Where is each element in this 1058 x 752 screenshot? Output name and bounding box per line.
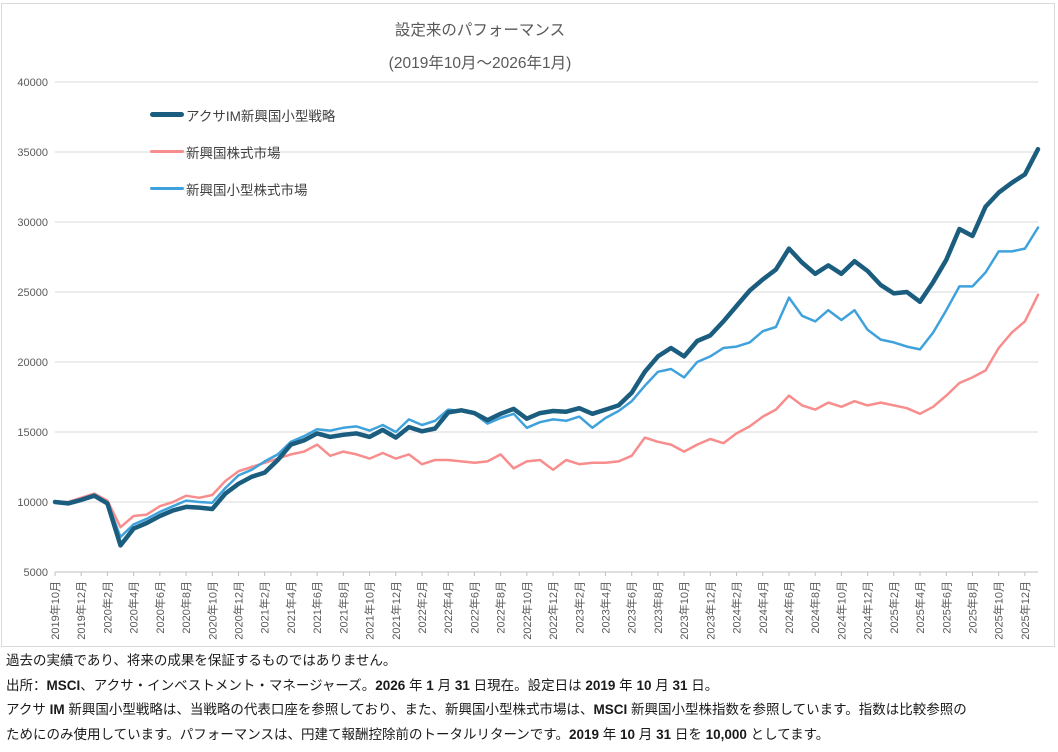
disclaimer-text: 、アクサ・インベストメント・マネージャーズ。 (80, 677, 376, 693)
disclaimer-text: 月 (651, 677, 673, 693)
disclaimer-line-4: ためにのみ使用しています。パフォーマンスは、円建て報酬控除前のトータルリターンで… (6, 723, 1054, 748)
chart-title-line2: (2019年10月～2026年1月) (388, 55, 572, 72)
disclaimer-bold-text: 2019 (568, 726, 599, 742)
x-axis-label: 2019年12月 (74, 581, 88, 640)
x-axis-label: 2025年4月 (913, 581, 927, 634)
chart-legend: アクサIM新興国小型戦略 新興国株式市場新興国小型株式市場 (150, 103, 335, 214)
x-axis-label: 2025年8月 (965, 581, 979, 634)
disclaimer-bold-text: 2026 (375, 677, 406, 693)
x-axis-label: 2020年12月 (231, 581, 245, 640)
legend-item-0: アクサIM新興国小型戦略 (150, 103, 335, 126)
disclaimer-text: 日現在。設定日は (469, 677, 586, 693)
x-axis-label: 2020年2月 (100, 581, 114, 634)
x-axis-label: 2023年2月 (572, 581, 586, 634)
x-axis-label: 2023年10月 (677, 581, 691, 640)
x-axis-label: 2024年12月 (861, 581, 875, 640)
disclaimer-line-3: アクサ IM 新興国小型戦略は、当戦略の代表口座を参照しており、また、新興国小型… (6, 698, 1054, 723)
disclaimer-bold-text: 10 (620, 726, 636, 742)
x-axis-label: 2021年6月 (310, 581, 324, 634)
x-axis-label: 2024年8月 (808, 581, 822, 634)
line-chart-canvas: 5000 10000 15000 20000 25000 30000 35000 40000 2… (17, 77, 1041, 640)
x-axis-label: 2021年4月 (284, 581, 298, 634)
disclaimer-line-2: 出所：MSCI、アクサ・インベストメント・マネージャーズ。2026 年 1 月 … (6, 674, 1054, 699)
y-axis-label: 35000 (17, 147, 48, 159)
disclaimer-line-1: 過去の実績であり、将来の成果を保証するものではありません。 (6, 649, 1054, 674)
disclaimer-text: ためにのみ使用しています。パフォーマンスは、円建て報酬控除前のトータルリターンで… (6, 726, 569, 742)
x-axis-label: 2022年8月 (494, 581, 508, 634)
disclaimer-bold-text: 1 (426, 677, 434, 693)
x-axis-label: 2022年6月 (467, 581, 481, 634)
x-axis-label: 2022年2月 (415, 581, 429, 634)
x-axis-label: 2021年8月 (336, 581, 350, 634)
x-axis-label: 2023年6月 (625, 581, 639, 634)
x-axis-label: 2022年12月 (546, 581, 560, 640)
disclaimer-bold-text: 10 (636, 677, 652, 693)
legend-item-1: 新興国株式市場 (150, 140, 335, 163)
x-axis-label: 2024年4月 (756, 581, 770, 634)
x-axis-label: 2021年2月 (258, 581, 272, 634)
y-axis-label: 25000 (17, 287, 48, 299)
disclaimer-text: 年 (405, 677, 427, 693)
x-axis-label: 2025年12月 (1018, 581, 1032, 640)
series-line-2 (53, 226, 1040, 539)
x-axis-label: 2020年6月 (153, 581, 167, 634)
x-axis-label: 2021年10月 (363, 581, 377, 640)
legend-line-swatch (150, 150, 184, 153)
disclaimer-text: 過去の実績であり、将来の成果を保証するものではありません。 (6, 653, 397, 668)
disclaimer-footer: 過去の実績であり、将来の成果を保証するものではありません。 出所：MSCI、アクサ… (6, 649, 1054, 747)
performance-chart: 5000 10000 15000 20000 25000 30000 35000 40000 2… (1, 3, 1055, 647)
x-axis-label: 2024年6月 (782, 581, 796, 634)
x-axis-label: 2019年10月 (48, 581, 62, 640)
disclaimer-text: 月 (635, 726, 657, 742)
disclaimer-text: 出所： (6, 677, 47, 693)
x-axis-label: 2020年4月 (127, 581, 141, 634)
y-axis-label: 20000 (17, 357, 48, 369)
legend-label: アクサIM新興国小型戦略 (186, 108, 336, 124)
series-line-0 (52, 146, 1041, 548)
x-axis-label: 2025年10月 (992, 581, 1006, 640)
disclaimer-text: 新興国小型戦略は、当戦略の代表口座を参照しており、また、新興国小型株式市場は、 (64, 702, 594, 718)
y-axis-label: 10000 (17, 497, 48, 509)
chart-title-line1: 設定来のパフォーマンス (394, 22, 566, 39)
legend-label: 新興国小型株式市場 (186, 182, 308, 198)
x-axis-label: 2022年10月 (520, 581, 534, 640)
disclaimer-bold-text: 31 (454, 677, 470, 693)
disclaimer-text: アクサ (6, 702, 50, 718)
disclaimer-bold-text: 2019 (585, 677, 616, 693)
x-axis-label: 2024年2月 (730, 581, 744, 634)
x-axis-label: 2022年4月 (441, 581, 455, 634)
disclaimer-bold-text: MSCI (46, 677, 81, 693)
legend-line-swatch (150, 112, 184, 117)
disclaimer-text: 日を (671, 726, 706, 742)
legend-line-swatch (150, 187, 184, 190)
y-axis-label: 5000 (24, 567, 48, 579)
y-axis-label: 30000 (17, 217, 48, 229)
disclaimer-bold-text: 10,000 (705, 726, 747, 742)
legend-item-2: 新興国小型株式市場 (150, 177, 335, 200)
disclaimer-text: 年 (615, 677, 637, 693)
chart-title: 設定来のパフォーマンス (2019年10月～2026年1月) (2, 14, 958, 80)
disclaimer-text: としてます。 (746, 726, 830, 742)
x-axis-label: 2023年8月 (651, 581, 665, 634)
y-axis-label: 40000 (17, 77, 48, 89)
legend-label: 新興国株式市場 (186, 145, 281, 161)
series-line-1 (53, 293, 1040, 529)
x-axis-label: 2023年12月 (703, 581, 717, 640)
disclaimer-text: 年 (599, 726, 621, 742)
x-axis-label: 2025年6月 (939, 581, 953, 634)
disclaimer-text: 月 (433, 677, 455, 693)
x-axis-label: 2021年12月 (389, 581, 403, 640)
disclaimer-bold-text: MSCI (593, 702, 628, 718)
disclaimer-text: 新興国小型株指数を参照しています。指数は比較参照の (627, 702, 967, 718)
x-axis-label: 2020年10月 (205, 581, 219, 640)
x-axis-label: 2020年8月 (179, 581, 193, 634)
x-axis-label: 2024年10月 (834, 581, 848, 640)
x-axis-label: 2025年2月 (887, 581, 901, 634)
disclaimer-bold-text: 31 (656, 726, 672, 742)
disclaimer-text: 日。 (687, 677, 719, 693)
disclaimer-bold-text: 31 (672, 677, 688, 693)
y-axis-label: 15000 (17, 427, 48, 439)
disclaimer-bold-text: IM (49, 702, 65, 718)
x-axis-label: 2023年4月 (598, 581, 612, 634)
